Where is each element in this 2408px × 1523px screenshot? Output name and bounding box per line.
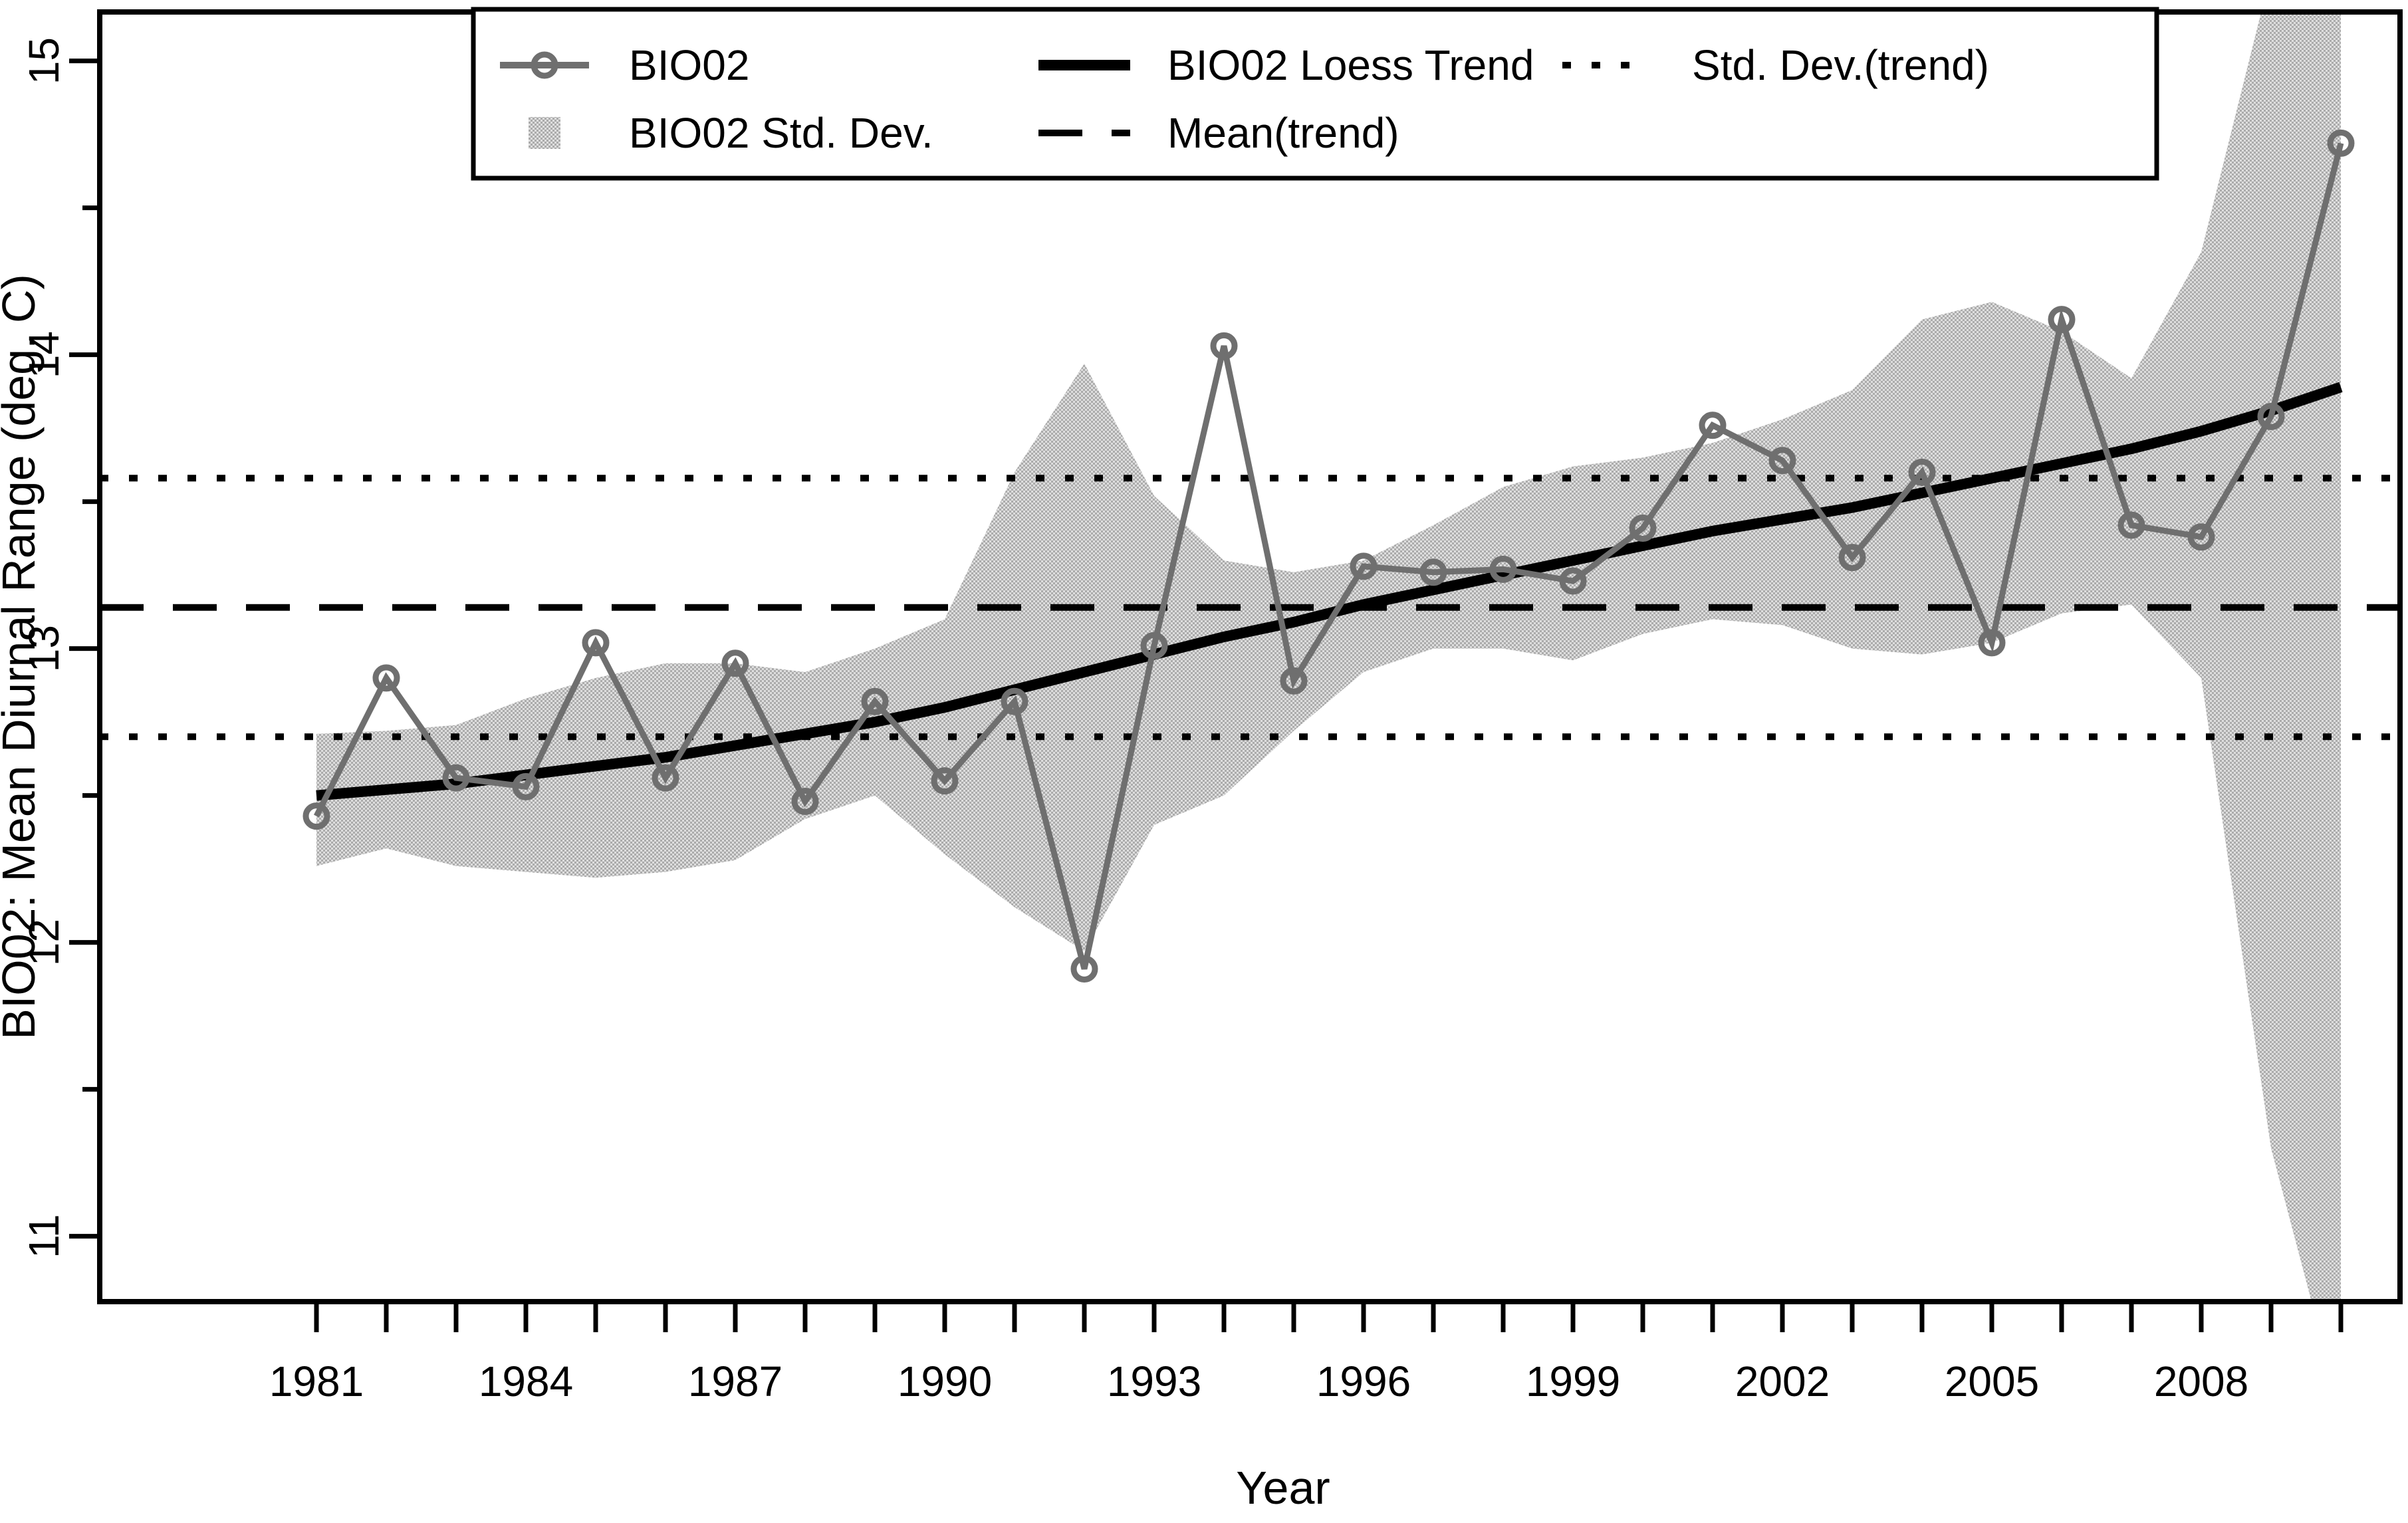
y-tick-label-15: 15 — [20, 37, 68, 84]
std-dev-band — [316, 12, 2341, 1302]
x-axis: 1981 1984 1987 1990 1993 1996 1999 2002 2005 2008 — [269, 1302, 2344, 1405]
std-dev-band-area — [316, 12, 2341, 1302]
data-point-2005 — [1978, 629, 2006, 657]
data-point-1997 — [1419, 558, 1447, 586]
data-point-1996 — [1350, 552, 1378, 580]
data-point-2002 — [1768, 447, 1796, 475]
x-tick-label-2005: 2005 — [1945, 1357, 2039, 1405]
data-point-1994 — [1210, 332, 1238, 360]
data-point-2008 — [2187, 523, 2215, 551]
legend-label-loess: BIO02 Loess Trend — [1167, 41, 1534, 89]
x-tick-label-1993: 1993 — [1107, 1357, 1201, 1405]
data-point-1986 — [652, 764, 679, 792]
data-point-2007 — [2117, 511, 2145, 539]
data-point-1983 — [442, 764, 470, 792]
data-point-2001 — [1699, 411, 1727, 439]
data-point-2009 — [2257, 402, 2285, 430]
legend-label-std-dev: BIO02 Std. Dev. — [629, 109, 933, 157]
legend: BIO02 BIO02 Std. Dev. BIO02 Loess Trend … — [471, 7, 2159, 181]
data-point-1982 — [372, 664, 400, 692]
y-tick-label-12: 12 — [20, 919, 68, 966]
data-point-1993 — [1140, 632, 1168, 659]
data-point-1981 — [302, 802, 330, 830]
data-point-1984 — [512, 772, 540, 800]
trend-reference-lines — [100, 475, 2400, 741]
data-point-2010 — [2327, 129, 2355, 157]
bio02-series-path — [313, 142, 2344, 970]
legend-label-bio02: BIO02 — [629, 41, 749, 89]
data-point-1998 — [1489, 555, 1517, 583]
legend-label-stddev-trend: Std. Dev.(trend) — [1692, 41, 1989, 89]
data-point-1989 — [861, 687, 889, 715]
data-point-1990 — [931, 767, 959, 795]
x-tick-label-1981: 1981 — [269, 1357, 364, 1405]
x-tick-label-1999: 1999 — [1526, 1357, 1620, 1405]
x-tick-label-1990: 1990 — [898, 1357, 992, 1405]
data-point-1991 — [1001, 687, 1028, 715]
data-point-2003 — [1838, 544, 1866, 572]
data-point-1987 — [721, 649, 749, 677]
x-axis-title: Year — [1236, 1462, 1330, 1514]
legend-label-mean: Mean(trend) — [1167, 109, 1399, 157]
data-point-2004 — [1908, 458, 1936, 486]
data-point-2006 — [2048, 306, 2076, 334]
bio02-marker-icon — [531, 51, 558, 79]
data-point-1999 — [1559, 567, 1587, 595]
legend-entry-mean: Mean(trend) — [1038, 109, 1399, 157]
data-point-1992 — [1070, 955, 1098, 983]
x-tick-label-1987: 1987 — [688, 1357, 783, 1405]
y-axis-title: BIO02: Mean Diurnal Range (deg. C) — [0, 274, 45, 1040]
data-point-1985 — [582, 629, 610, 657]
legend-entry-stddev-trend: Std. Dev.(trend) — [1562, 41, 1989, 89]
data-point-2000 — [1629, 514, 1657, 542]
x-tick-label-1984: 1984 — [479, 1357, 573, 1405]
y-tick-label-11: 11 — [20, 1214, 68, 1258]
legend-box — [471, 7, 2159, 181]
y-axis: 11 12 13 14 15 — [20, 37, 100, 1258]
legend-entry-bio02: BIO02 — [500, 41, 749, 89]
x-tick-label-1996: 1996 — [1316, 1357, 1411, 1405]
x-tick-label-2008: 2008 — [2154, 1357, 2248, 1405]
legend-entry-std-dev: BIO02 Std. Dev. — [529, 109, 933, 157]
std-dev-band-sample-icon — [529, 117, 560, 149]
x-tick-label-2002: 2002 — [1735, 1357, 1830, 1405]
y-tick-label-13: 13 — [20, 625, 68, 672]
data-point-1995 — [1280, 667, 1308, 695]
y-tick-label-14: 14 — [20, 331, 68, 378]
legend-entry-loess: BIO02 Loess Trend — [1038, 41, 1534, 89]
data-point-1988 — [791, 788, 819, 816]
bio02-series — [302, 129, 2355, 983]
